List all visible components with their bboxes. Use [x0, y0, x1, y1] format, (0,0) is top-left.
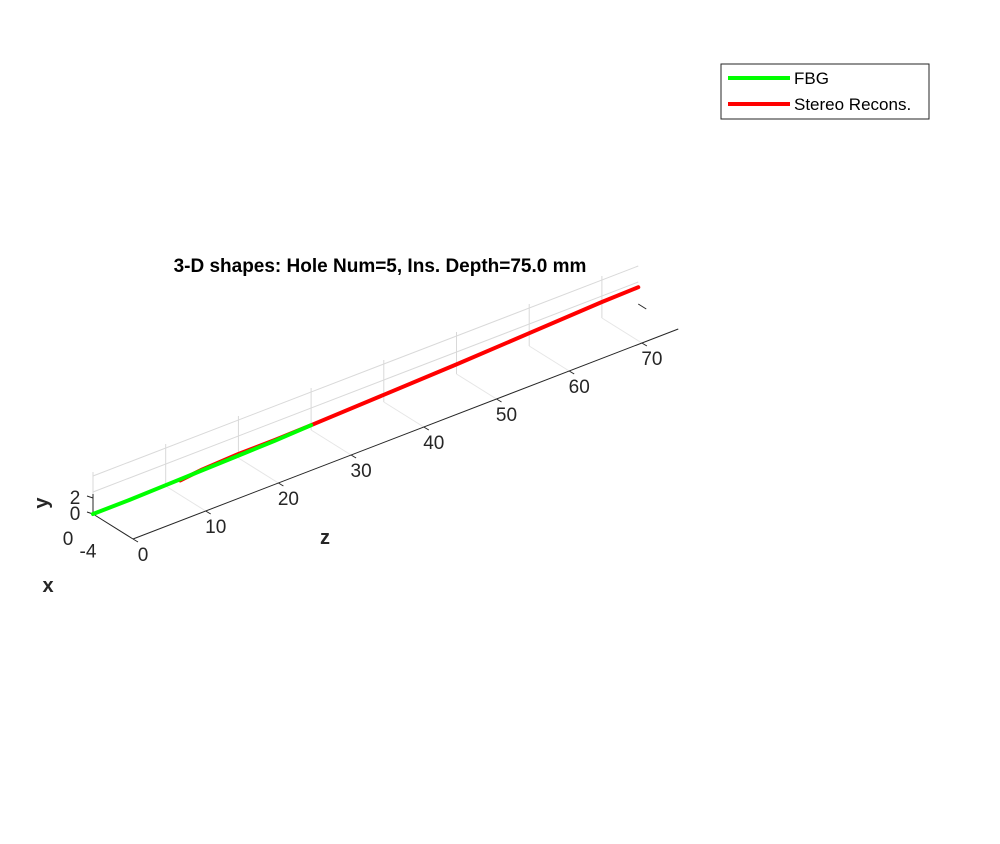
- legend-label-stereo: Stereo Recons.: [794, 95, 911, 114]
- z-axis-line: [132, 328, 679, 540]
- grid-line-depth: [310, 429, 352, 456]
- z-tick-mark: [278, 482, 284, 487]
- z-tick-label: 40: [423, 433, 444, 454]
- grid-line-depth: [383, 401, 425, 428]
- series-line-fbg: [91, 423, 314, 516]
- z-tick-mark: [568, 370, 575, 375]
- axes-frame: [86, 303, 679, 543]
- z-tick-label: 30: [351, 461, 372, 482]
- data-series: [91, 285, 641, 516]
- z-tick-mark: [205, 510, 211, 515]
- z-tick-mark: [496, 398, 502, 403]
- z-axis-label: z: [320, 527, 330, 549]
- x-tick-label: 0: [63, 529, 74, 550]
- y-tick-mark: [86, 495, 94, 499]
- grid-line-y: [92, 265, 639, 477]
- legend: FBG Stereo Recons.: [720, 63, 930, 120]
- grid-line-depth: [165, 485, 206, 512]
- legend-label-fbg: FBG: [794, 69, 829, 88]
- z-tick-mark: [350, 454, 357, 459]
- z-tick-label: 70: [641, 349, 662, 370]
- grid-line-depth: [238, 457, 279, 484]
- z-tick-label: 60: [569, 377, 590, 398]
- grid-line-depth: [456, 373, 497, 400]
- y-axis-label: y: [31, 497, 53, 509]
- legend-box: [720, 63, 930, 120]
- y-tick-label: 0: [70, 504, 81, 525]
- x-tick-label: -4: [80, 542, 97, 563]
- chart-title: 3-D shapes: Hole Num=5, Ins. Depth=75.0 …: [174, 256, 587, 277]
- z-tick-mark: [423, 426, 430, 431]
- frame-edge-end: [637, 303, 647, 310]
- z-tick-mark: [132, 538, 139, 543]
- y-tick-label: 2: [70, 488, 81, 509]
- z-tick-label: 10: [205, 517, 226, 538]
- grid-line-depth: [601, 317, 643, 344]
- z-tick-label: 20: [278, 489, 299, 510]
- grid-line-y: [92, 281, 639, 493]
- z-tick-label: 0: [138, 545, 149, 566]
- z-tick-mark: [641, 342, 648, 347]
- grid-lines: [92, 265, 643, 540]
- x-axis-label: x: [42, 575, 53, 597]
- x-axis-line: [92, 513, 134, 540]
- grid-line-depth: [528, 345, 570, 372]
- z-tick-label: 50: [496, 405, 517, 426]
